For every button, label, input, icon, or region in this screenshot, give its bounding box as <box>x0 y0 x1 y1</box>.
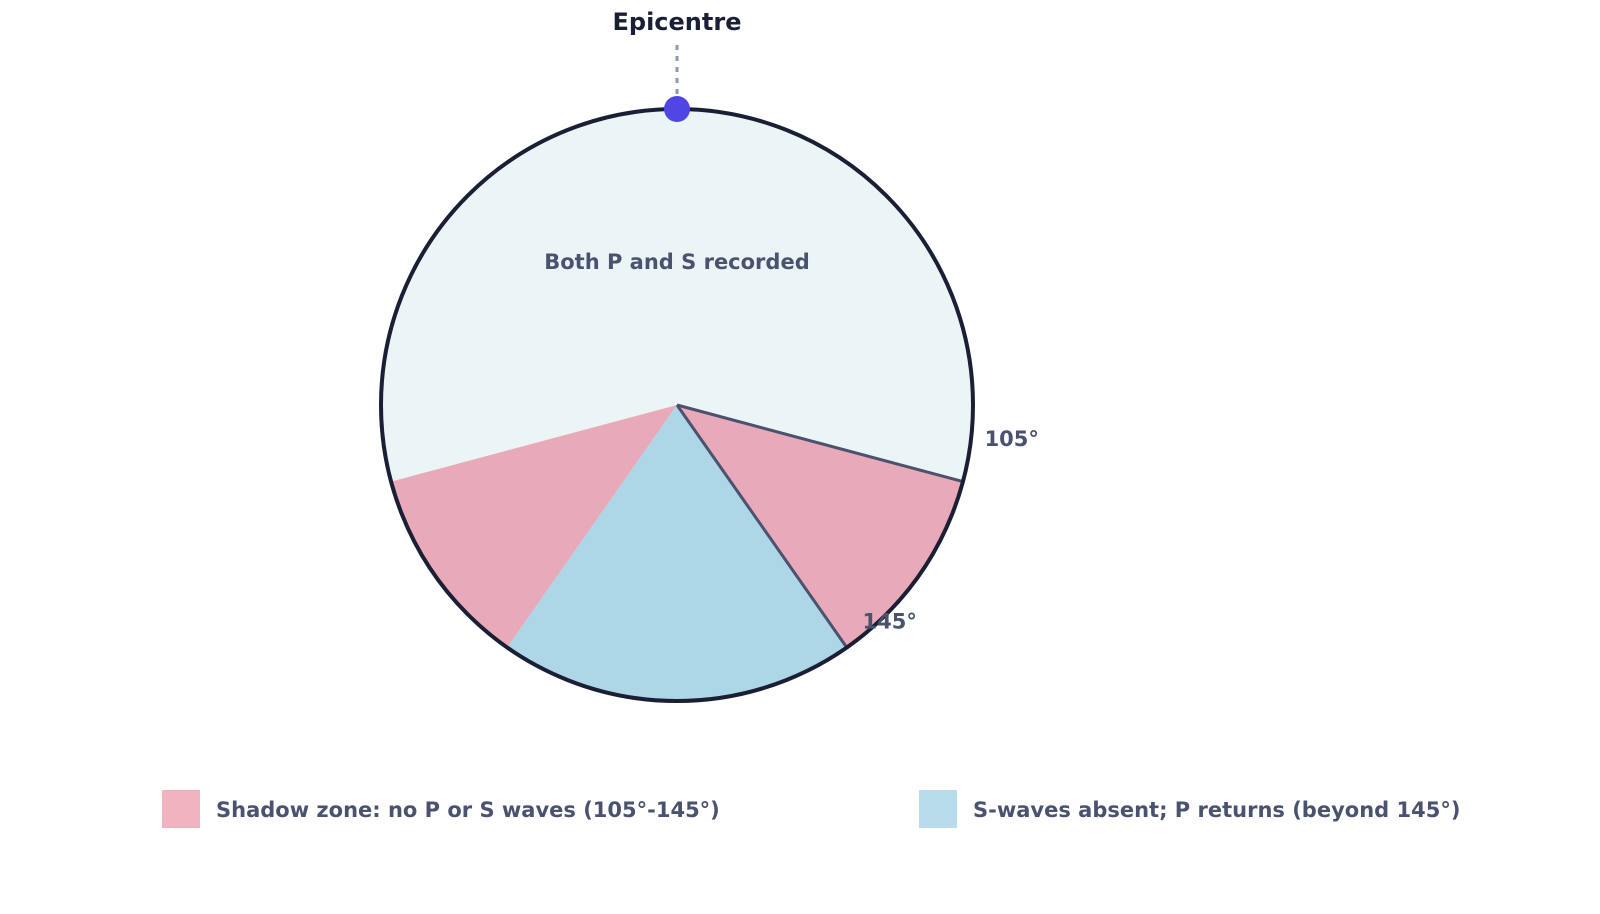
legend-swatch <box>919 790 957 828</box>
legend-label: Shadow zone: no P or S waves (105°-145°) <box>216 798 720 822</box>
epicentre-dot <box>664 96 690 122</box>
legend-label: S-waves absent; P returns (beyond 145°) <box>973 798 1460 822</box>
zone <box>391 405 677 648</box>
angle-label: 105° <box>985 427 1039 451</box>
zone <box>507 405 847 702</box>
title: Epicentre <box>613 8 742 36</box>
boundary-line <box>676 403 964 484</box>
legend-swatch <box>162 790 200 828</box>
zone-label: Both P and S recorded <box>544 250 809 274</box>
zones <box>379 96 975 703</box>
angle-label: 145° <box>863 610 917 634</box>
boundary-line <box>675 404 849 649</box>
zone <box>677 405 963 648</box>
